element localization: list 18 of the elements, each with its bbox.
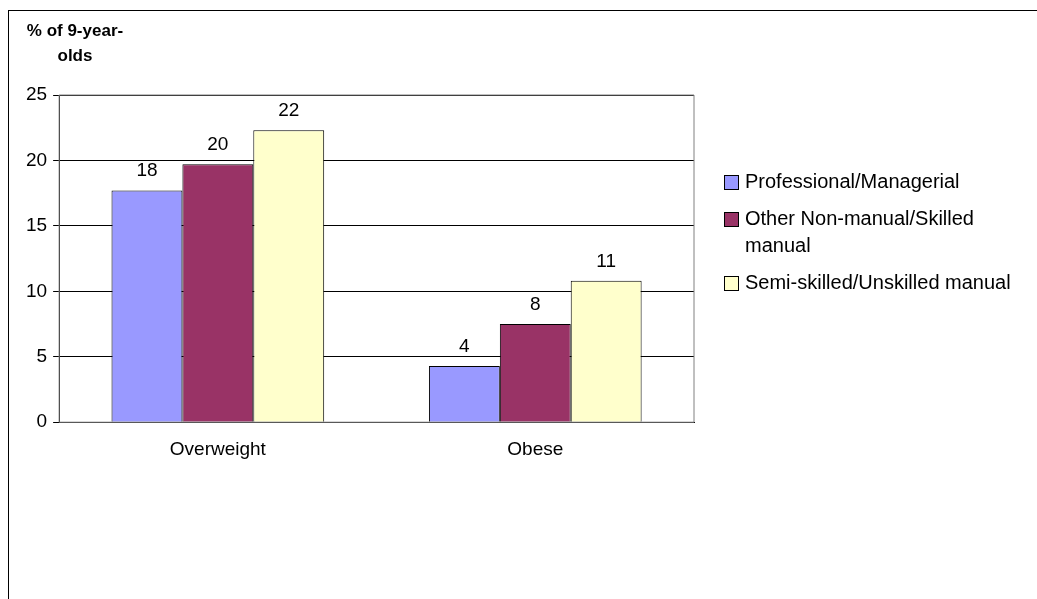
data-label: 11 xyxy=(596,249,617,271)
y-tick-label: 0 xyxy=(36,410,48,432)
y-tick-label: 20 xyxy=(25,148,48,170)
x-tick-label: Overweight xyxy=(169,437,267,459)
data-label: 8 xyxy=(529,292,541,314)
data-label: 20 xyxy=(207,133,229,155)
legend-label: Professional/Managerial xyxy=(745,169,960,194)
data-label: 18 xyxy=(136,159,158,181)
y-tick-label: 15 xyxy=(25,214,48,236)
y-tick-label: 5 xyxy=(36,344,48,366)
legend-label: Other Non-manual/Skilled manual xyxy=(745,206,975,258)
y-tick-label: 10 xyxy=(25,279,48,301)
data-label: 22 xyxy=(278,99,300,121)
y-tick-label: 25 xyxy=(25,83,48,105)
y-axis-title: % of 9-year-olds xyxy=(25,20,125,67)
legend-label: Semi-skilled/Unskilled manual xyxy=(745,270,1011,295)
data-label: 4 xyxy=(459,334,471,356)
x-tick-label: Obese xyxy=(507,437,564,459)
